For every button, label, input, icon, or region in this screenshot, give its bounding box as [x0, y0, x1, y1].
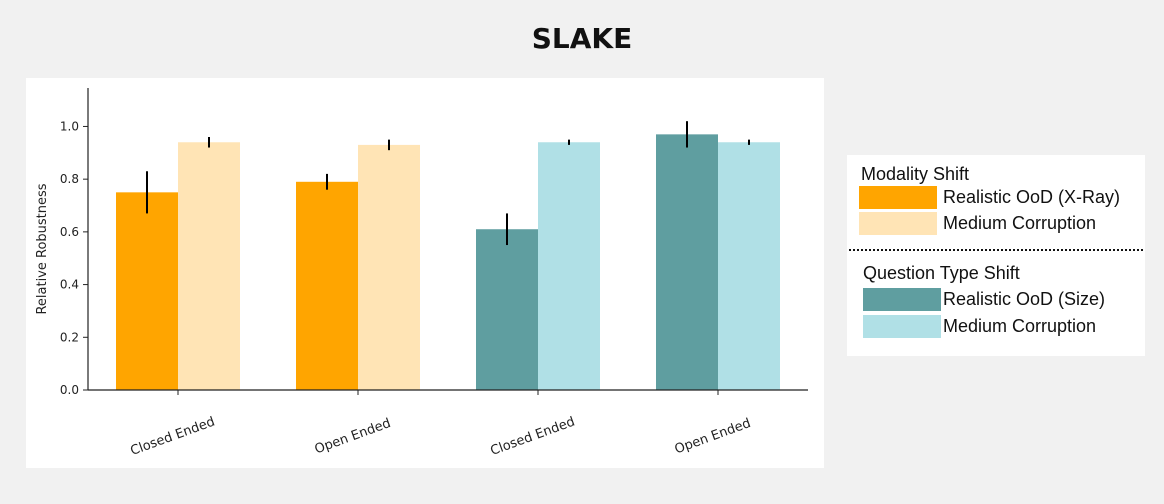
- legend-divider: [849, 249, 1143, 251]
- x-tick-label: Closed Ended: [129, 414, 218, 458]
- x-tick-label: Closed Ended: [489, 414, 578, 458]
- bar: [476, 229, 538, 390]
- x-tick-label: Open Ended: [313, 416, 393, 457]
- legend: Modality Shift Realistic OoD (X-Ray) Med…: [847, 155, 1145, 356]
- bar: [296, 181, 358, 390]
- legend-label: Medium Corruption: [943, 213, 1097, 233]
- bar: [718, 142, 780, 390]
- bar-chart: 0.0 0.2 0.4 0.6 0.8 1.0 Relative Robustness Clo…: [35, 88, 808, 459]
- bar: [178, 142, 240, 390]
- chart-title: SLAKE: [531, 22, 633, 55]
- y-tick-label: 0.8: [60, 172, 79, 186]
- y-tick-label: 0.2: [60, 330, 79, 344]
- legend-swatch: [863, 315, 941, 338]
- legend-label: Realistic OoD (X-Ray): [943, 187, 1121, 207]
- bar: [656, 134, 718, 390]
- legend-label: Realistic OoD (Size): [943, 289, 1106, 309]
- legend-section-title: Question Type Shift: [863, 263, 1020, 283]
- x-tick-label: Open Ended: [673, 416, 753, 457]
- y-tick-label: 0.6: [60, 225, 79, 239]
- legend-label: Medium Corruption: [943, 316, 1097, 336]
- y-tick-label: 0.0: [60, 383, 79, 397]
- legend-section-title: Modality Shift: [861, 164, 970, 184]
- bar: [538, 142, 600, 390]
- bar: [116, 192, 178, 390]
- y-tick-label: 0.4: [60, 278, 79, 292]
- legend-swatch: [859, 186, 937, 209]
- y-axis-label: Relative Robustness: [35, 183, 50, 314]
- y-tick-label: 1.0: [60, 119, 79, 133]
- plot-area: 0.0 0.2 0.4 0.6 0.8 1.0 Relative Robustness Clo…: [26, 78, 824, 468]
- legend-swatch: [859, 212, 937, 235]
- bar: [358, 144, 420, 390]
- legend-swatch: [863, 288, 941, 311]
